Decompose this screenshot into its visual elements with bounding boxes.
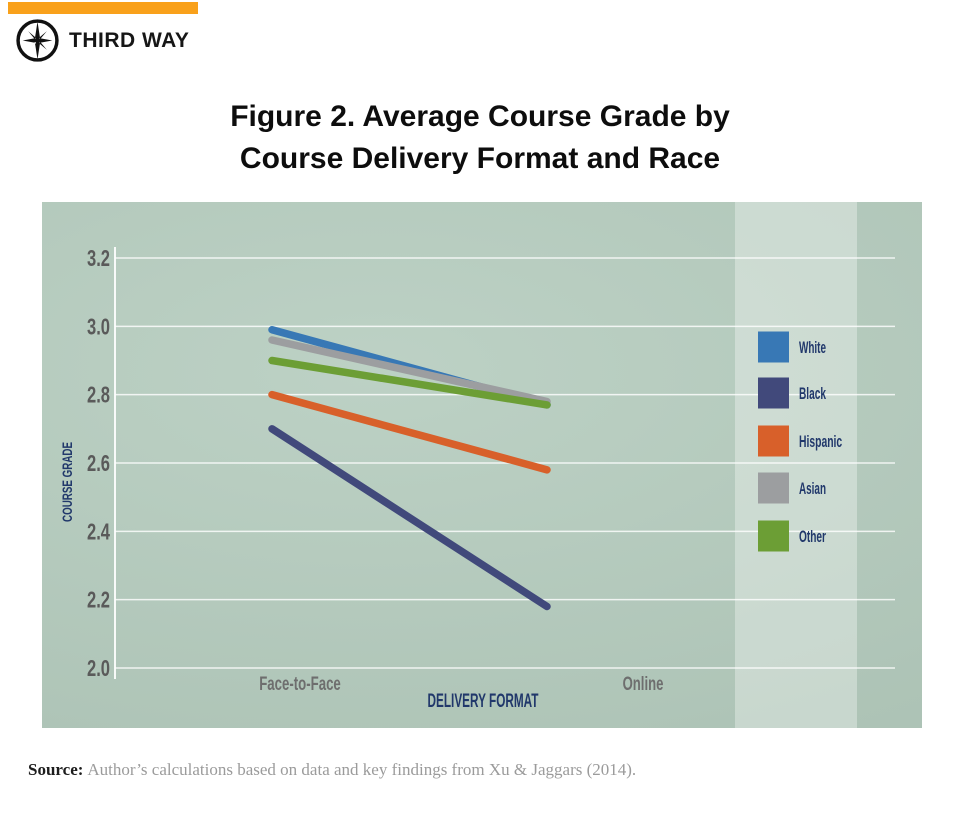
x-category-label: Online xyxy=(623,674,664,695)
legend-swatch-hispanic xyxy=(758,425,789,457)
legend-swatch-other xyxy=(758,520,789,552)
legend-label-asian: Asian xyxy=(799,479,826,498)
figure-title-line2: Course Delivery Format and Race xyxy=(239,142,721,175)
y-tick-label: 2.0 xyxy=(87,655,110,681)
source-label: Source: xyxy=(28,760,84,779)
legend-label-white: White xyxy=(799,338,826,357)
series-line-black xyxy=(268,425,551,611)
legend-label-other: Other xyxy=(799,527,826,546)
y-tick-label: 3.0 xyxy=(87,313,110,339)
figure-title: Figure 2. Average Course Grade by Course … xyxy=(0,96,960,180)
chart-panel: 3.2 3.0 2.8 2.6 2.4 2.2 2.0 Face-to-Face Online D… xyxy=(42,202,922,728)
legend-swatch-black xyxy=(758,377,789,409)
brand-accent-bar xyxy=(8,2,198,14)
y-tick-label: 2.2 xyxy=(87,587,110,613)
y-tick-label: 2.6 xyxy=(87,450,110,476)
figure-title-line1: Figure 2. Average Course Grade by xyxy=(230,100,730,133)
source-note: Source: Author’s calculations based on da… xyxy=(28,760,928,780)
line-chart: 3.2 3.0 2.8 2.6 2.4 2.2 2.0 Face-to-Face Online D… xyxy=(59,202,895,728)
x-axis-title: DELIVERY FORMAT xyxy=(428,691,539,712)
legend-band xyxy=(735,202,857,728)
legend-swatch-asian xyxy=(758,472,789,504)
x-category-label: Face-to-Face xyxy=(259,674,341,695)
y-tick-label: 3.2 xyxy=(87,245,110,271)
brand-logo: THIRD WAY xyxy=(15,18,189,63)
series-line-hispanic xyxy=(268,390,551,474)
y-axis-title: COURSE GRADE xyxy=(59,442,75,522)
compass-icon xyxy=(16,19,59,62)
legend-swatch-white xyxy=(758,331,789,363)
series-line-other xyxy=(268,356,551,409)
source-text: Author’s calculations based on data and … xyxy=(87,760,637,779)
brand-name: THIRD WAY xyxy=(69,28,190,52)
series-line-asian xyxy=(268,336,551,406)
y-tick-label: 2.4 xyxy=(87,518,110,544)
legend-label-hispanic: Hispanic xyxy=(799,432,842,451)
legend-label-black: Black xyxy=(799,384,826,403)
y-tick-label: 2.8 xyxy=(87,382,110,408)
